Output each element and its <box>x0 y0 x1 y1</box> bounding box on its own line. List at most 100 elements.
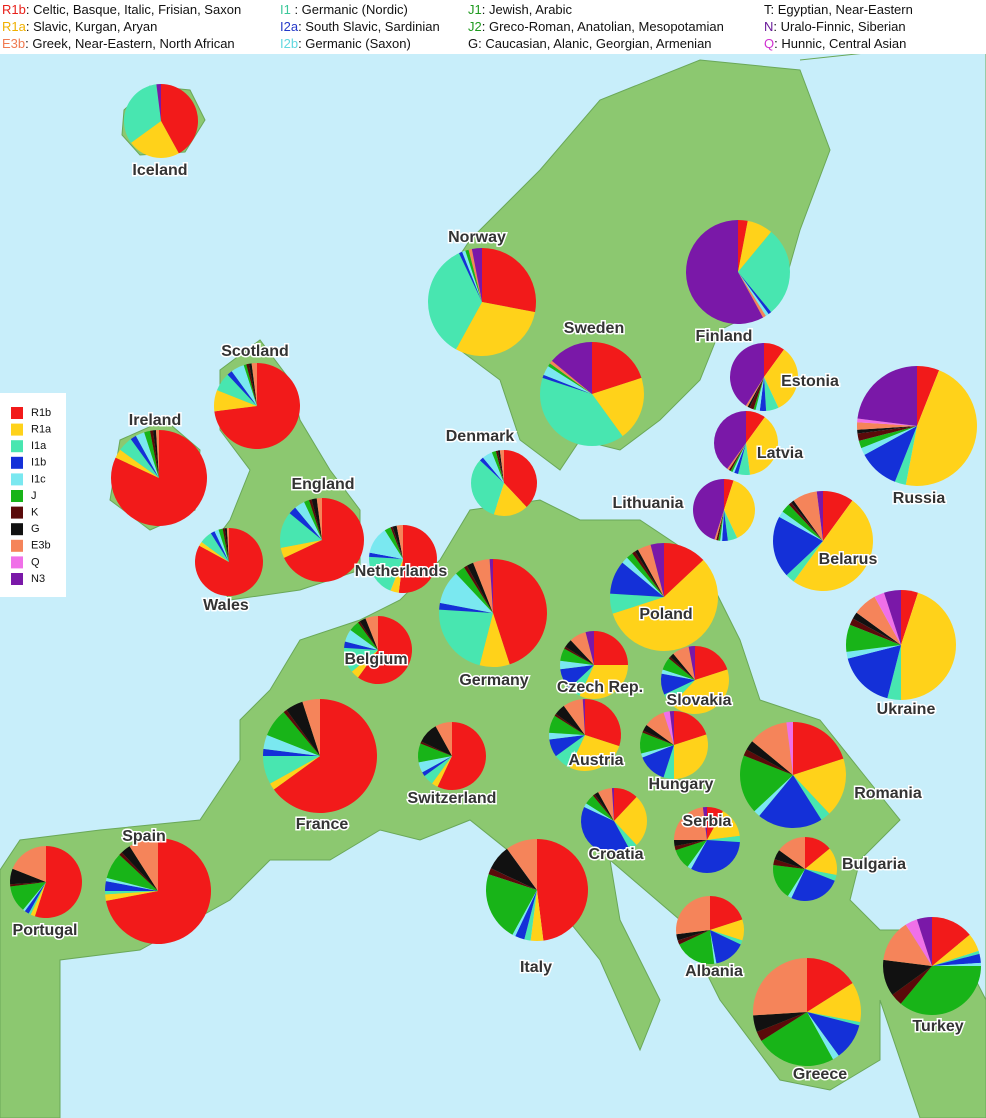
country-pie <box>740 722 847 829</box>
country-name: Turkey <box>912 1018 963 1035</box>
pie-slice <box>263 748 320 756</box>
pie-slice <box>718 510 724 541</box>
country-name: Albania <box>685 963 743 980</box>
pie-slice <box>734 443 746 474</box>
pie-slice <box>582 699 585 735</box>
pie-slice <box>540 377 623 447</box>
country-pie <box>214 363 300 449</box>
pie-slice <box>437 722 486 790</box>
pie-slice <box>901 590 918 645</box>
pie-slice <box>131 121 179 158</box>
pie-slice <box>263 756 320 784</box>
pie-slice <box>816 491 823 541</box>
pie-slice <box>846 645 901 659</box>
country-pie <box>693 479 755 541</box>
pie-slice <box>358 616 412 684</box>
pie-slice <box>664 543 704 597</box>
pie-slice <box>10 868 47 885</box>
pie-slice <box>155 430 159 478</box>
pie-slice <box>663 745 674 779</box>
country-name: Poland <box>639 606 692 623</box>
pie-slice <box>710 919 744 941</box>
country-name: Sweden <box>564 320 624 337</box>
pie-slice <box>23 882 46 912</box>
pie-slice <box>344 647 378 672</box>
pie-slice <box>874 592 901 645</box>
pie-slice <box>462 250 482 302</box>
pie-slice <box>119 852 158 891</box>
pie-slice <box>548 363 592 394</box>
pie-slice <box>311 498 322 540</box>
country-pie <box>686 220 791 324</box>
pie-slice <box>592 342 642 394</box>
pie-slice <box>788 502 823 541</box>
top-legend-entry: T: Egyptian, Near-Eastern <box>764 2 913 17</box>
country-pie <box>772 837 838 901</box>
legend-swatch <box>11 556 23 569</box>
pie-slice <box>722 510 728 541</box>
pie-slice <box>222 528 229 562</box>
pie-slice <box>661 669 695 680</box>
pie-slice <box>392 525 403 559</box>
pie-slice <box>584 803 614 821</box>
pie-slice <box>671 669 729 714</box>
country-name: England <box>291 476 354 493</box>
pie-slice <box>267 712 320 756</box>
pie-slice <box>847 645 901 699</box>
pie-slice <box>286 701 320 756</box>
pie-slice <box>687 840 707 869</box>
pie-slice <box>894 426 917 485</box>
country-pie <box>194 528 263 596</box>
country-name: France <box>296 816 349 833</box>
pie-slice <box>916 917 932 966</box>
legend-label: I1c <box>31 473 46 485</box>
pie-slice <box>482 248 536 313</box>
country-name: Scotland <box>221 343 289 360</box>
pie-slice <box>710 895 743 930</box>
pie-slice <box>344 641 378 650</box>
pie-slice <box>622 557 664 597</box>
country-name: Serbia <box>683 813 732 830</box>
pie-slice <box>130 435 159 478</box>
pie-slice <box>351 650 378 678</box>
pie-slice <box>214 390 257 412</box>
pie-slice <box>746 417 779 475</box>
pie-slice <box>30 882 46 917</box>
top-legend-text: : Celtic, Basque, Italic, Frisian, Saxon <box>26 2 241 17</box>
pie-slice <box>728 443 746 472</box>
pie-slice <box>493 559 548 665</box>
pie-slice <box>280 540 322 558</box>
country-pie <box>485 839 589 942</box>
pie-slice <box>823 491 853 541</box>
top-legend-code: E3b <box>2 36 25 51</box>
pie-slice <box>106 854 158 891</box>
legend-swatch <box>11 440 23 453</box>
pie-slice <box>289 507 322 540</box>
pie-slice <box>537 839 589 941</box>
top-legend-text: : Greco-Roman, Anatolian, Mesopotamian <box>482 19 724 34</box>
country-pie <box>714 411 779 476</box>
top-legend-text: : Jewish, Arabic <box>482 2 573 17</box>
country-pie <box>857 366 978 486</box>
pie-slice <box>738 220 748 272</box>
country-pie <box>418 722 486 790</box>
pie-slice <box>350 622 378 650</box>
country-pie <box>10 846 82 918</box>
pie-slice <box>28 882 46 915</box>
top-legend-code: I2a <box>280 19 299 34</box>
pie-slice <box>892 966 932 1004</box>
pie-slice <box>791 500 823 541</box>
pie-slice <box>849 618 901 645</box>
pie-slice <box>884 590 901 645</box>
pie-slice <box>585 699 621 747</box>
pie-slice <box>650 543 664 597</box>
pie-slice <box>105 891 158 895</box>
top-legend-entry: J1: Jewish, Arabic <box>468 2 573 17</box>
pie-slice <box>456 567 493 613</box>
pie-slice <box>495 450 504 483</box>
country-pie <box>344 616 412 684</box>
pie-slice <box>693 479 724 540</box>
pie-slice <box>120 439 159 478</box>
pie-slice <box>858 426 917 449</box>
